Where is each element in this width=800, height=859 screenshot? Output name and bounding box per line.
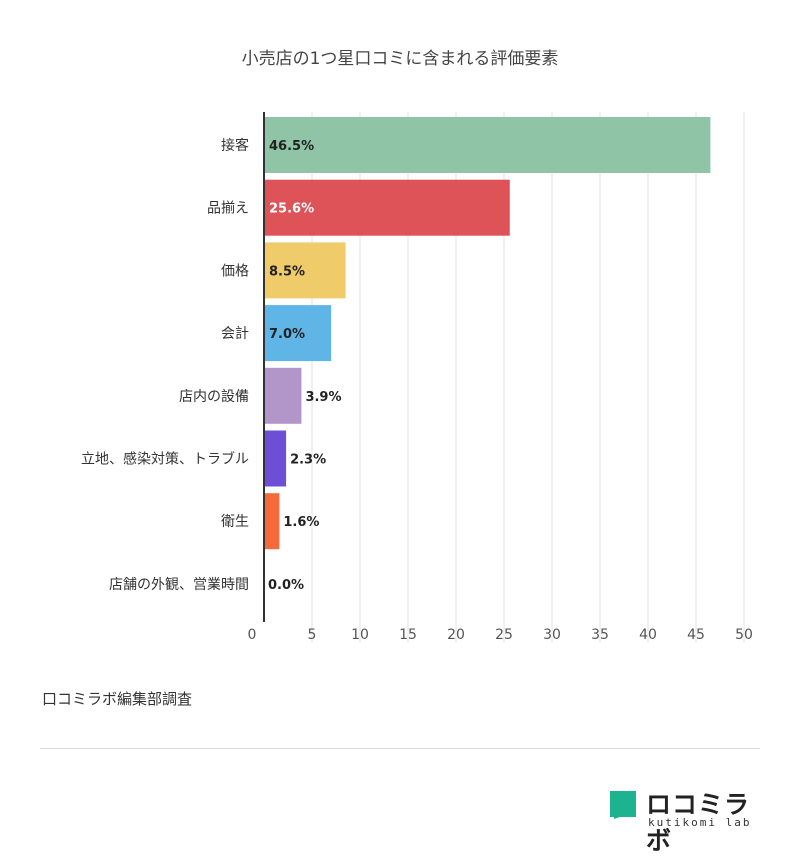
bar-3 xyxy=(264,305,332,362)
bar-4 xyxy=(264,367,302,424)
source-note: 口コミラボ編集部調査 xyxy=(42,690,193,708)
bar-1 xyxy=(264,179,510,236)
bar-5 xyxy=(264,430,287,487)
category-label-3: 会計 xyxy=(221,326,249,342)
category-label-7: 店舗の外観、営業時間 xyxy=(109,576,249,593)
brand-subtitle: kutikomi lab xyxy=(648,816,752,829)
brand-name: ロコミラボ xyxy=(646,790,751,855)
value-label-6: 1.6% xyxy=(283,515,319,530)
value-label-3: 7.0% xyxy=(269,327,305,342)
speech-bubble-icon xyxy=(610,791,636,819)
value-label-4: 3.9% xyxy=(305,390,341,405)
category-label-1: 品揃え xyxy=(207,201,249,217)
chart-title: 小売店の1つ星口コミに含まれる評価要素 xyxy=(241,49,559,69)
value-label-7: 0.0% xyxy=(268,578,304,593)
x-tick-label-35: 35 xyxy=(591,627,609,643)
bar-0 xyxy=(264,117,711,173)
x-tick-label-20: 20 xyxy=(447,627,465,643)
x-tick-label-0: 0 xyxy=(248,627,257,643)
x-tick-labels: 0 5 10 15 20 25 30 35 40 45 50 xyxy=(248,627,753,643)
bars xyxy=(264,117,711,550)
x-tick-label-25: 25 xyxy=(495,627,513,643)
bar-6 xyxy=(264,493,280,550)
category-label-0: 接客 xyxy=(221,137,249,154)
x-tick-label-40: 40 xyxy=(639,627,657,643)
value-label-5: 2.3% xyxy=(290,453,326,468)
x-tick-label-50: 50 xyxy=(735,627,753,643)
value-label-1: 25.6% xyxy=(269,202,314,217)
footer-divider xyxy=(40,748,760,749)
category-label-6: 衛生 xyxy=(221,514,249,530)
value-label-0: 46.5% xyxy=(269,139,314,154)
value-label-2: 8.5% xyxy=(269,264,305,279)
x-tick-label-15: 15 xyxy=(399,627,417,643)
value-labels: 46.5% 25.6% 8.5% 7.0% 3.9% 2.3% 1.6% 0.0% xyxy=(268,139,342,593)
grid-lines xyxy=(311,112,745,642)
bar-2 xyxy=(264,242,346,299)
x-tick-label-30: 30 xyxy=(543,627,561,643)
category-label-4: 店内の設備 xyxy=(179,389,249,405)
x-tick-label-10: 10 xyxy=(351,627,369,643)
category-label-5: 立地、感染対策、トラブル xyxy=(81,451,249,468)
category-label-2: 価格 xyxy=(221,263,249,279)
x-tick-label-45: 45 xyxy=(687,627,705,643)
brand-logo: ロコミラボ kutikomi lab xyxy=(608,785,768,855)
x-tick-label-5: 5 xyxy=(308,627,317,643)
